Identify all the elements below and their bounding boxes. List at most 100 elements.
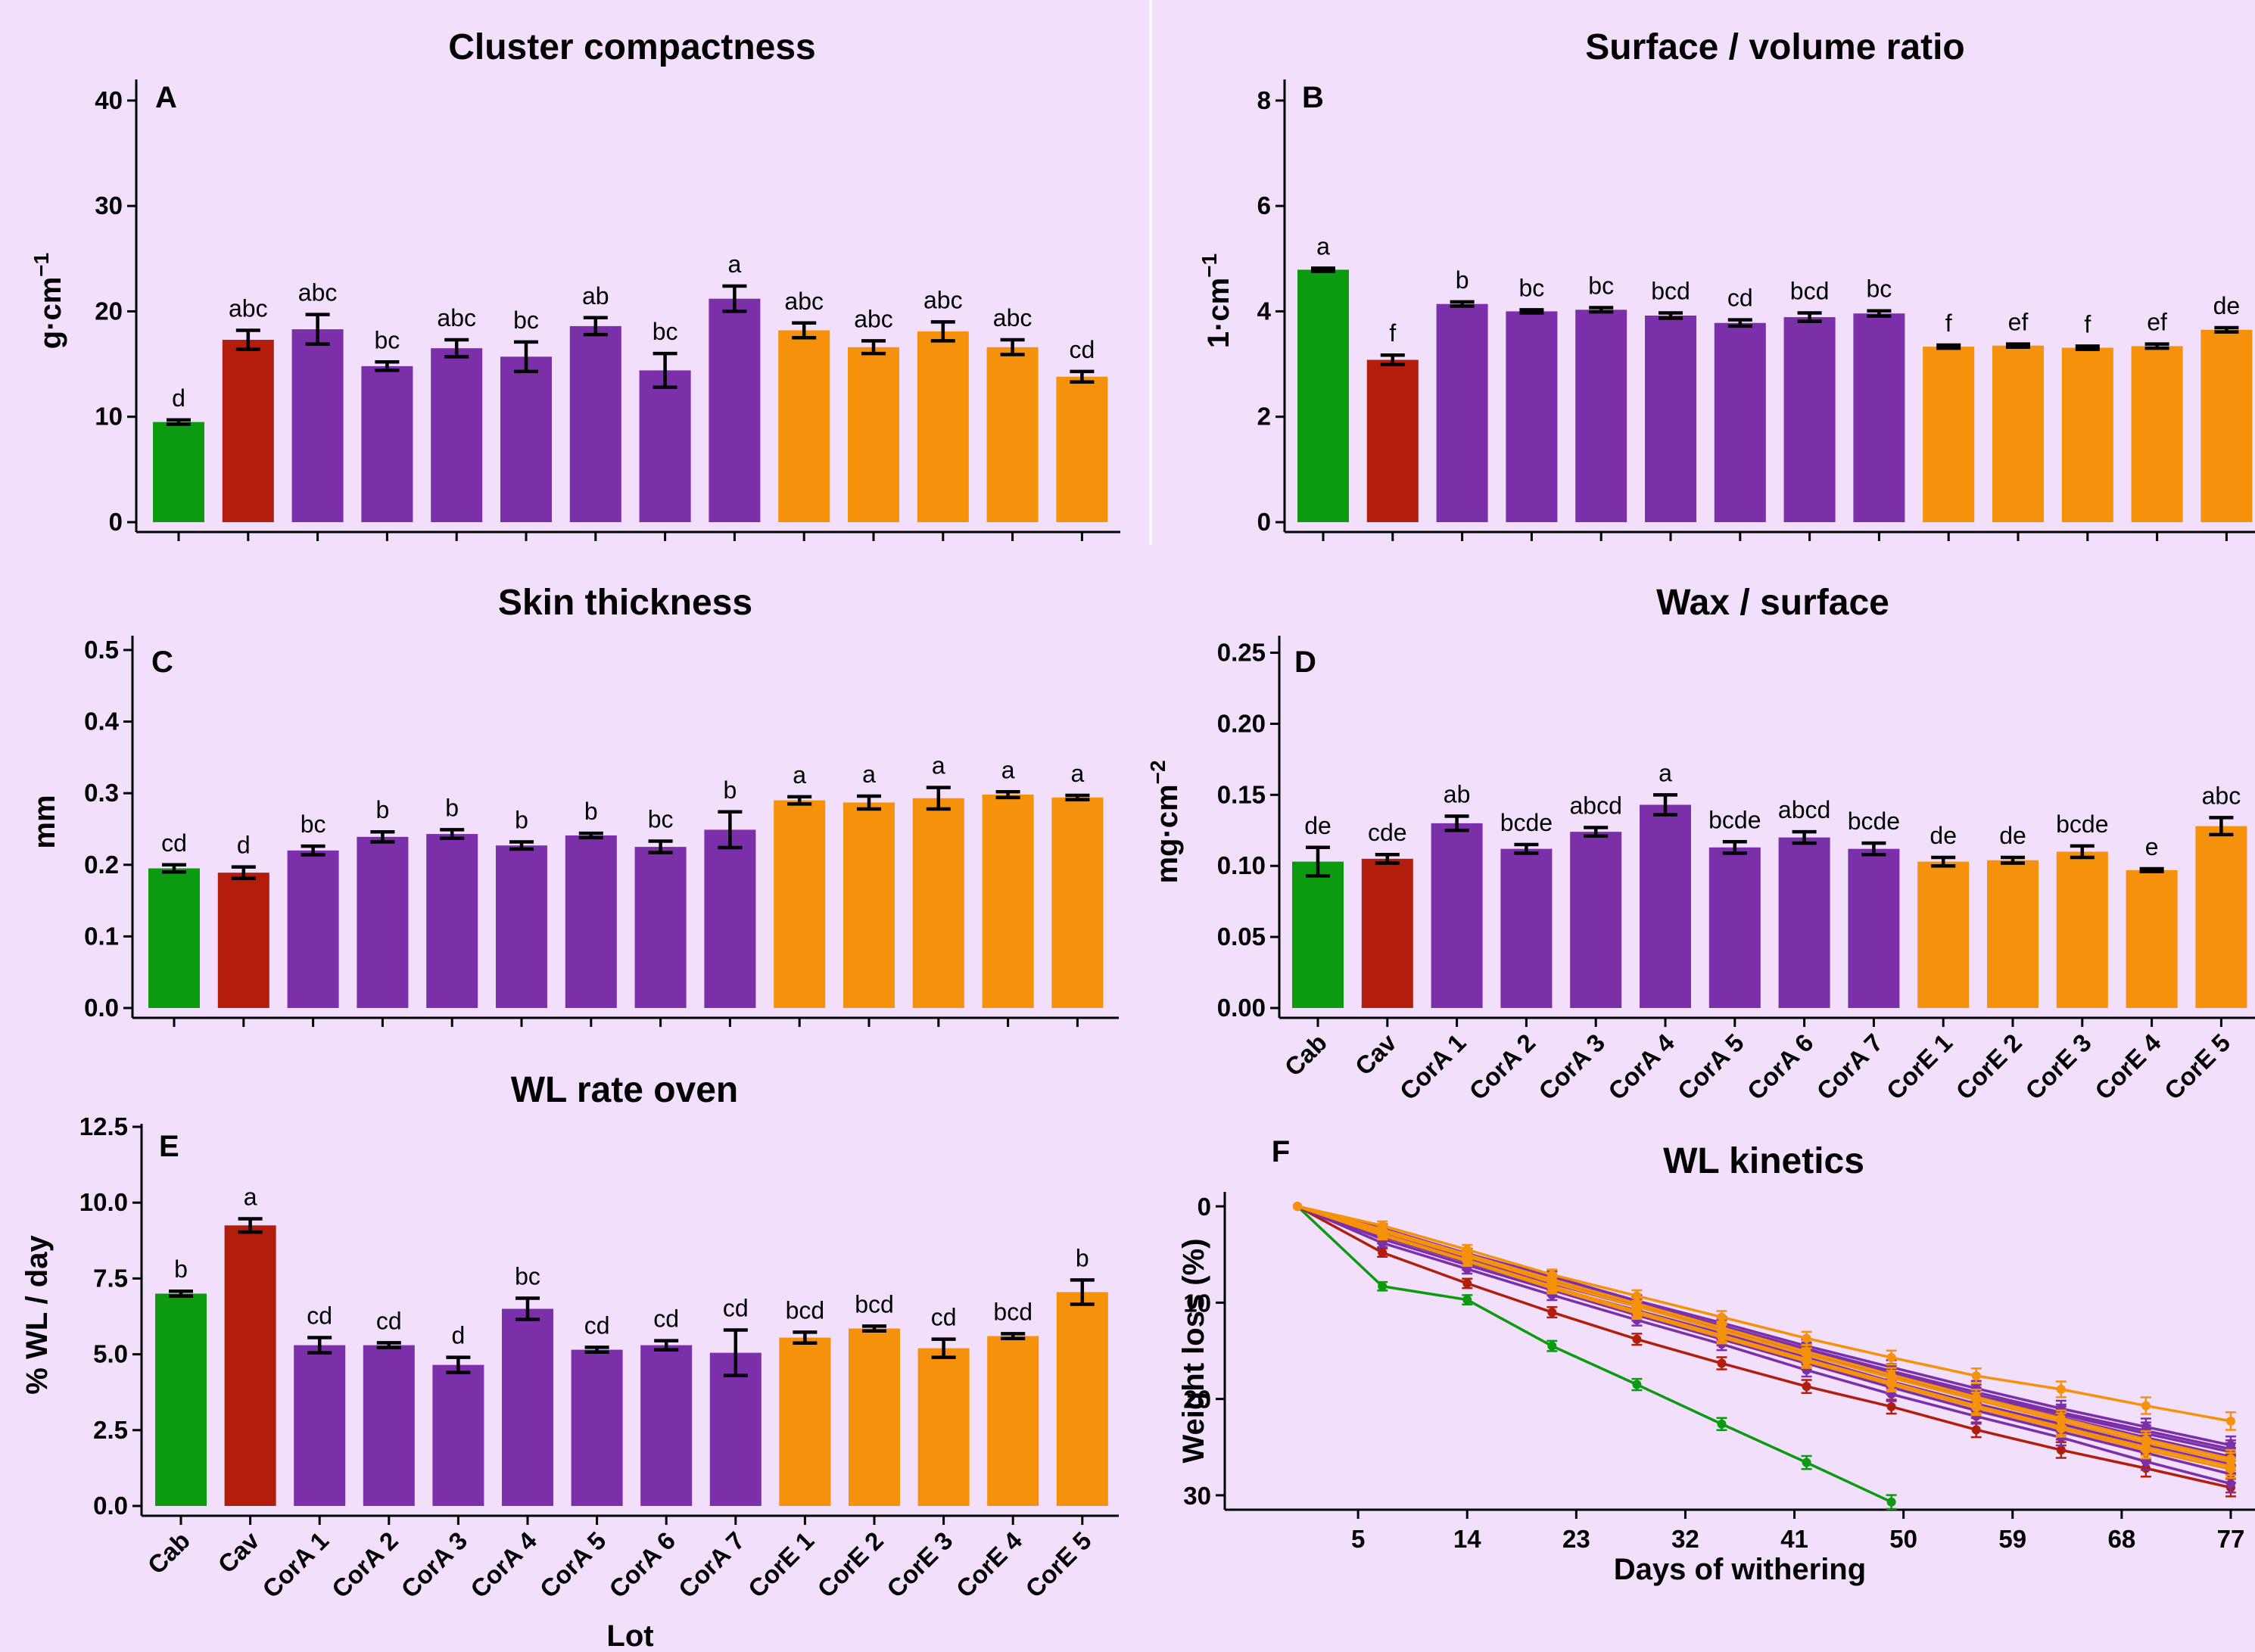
- error-bar-core: [2140, 1396, 2151, 1415]
- series-line-core: [1297, 1205, 2232, 1471]
- significance-letter-core-4: a: [1001, 756, 1015, 783]
- bar-core-3: [2056, 851, 2108, 1008]
- significance-letter-cora-5: bcde: [1708, 806, 1761, 833]
- error-bar-core: [1801, 1354, 1812, 1369]
- error-bar-core: [2055, 1420, 2067, 1438]
- error-bar-core: [1970, 1367, 1982, 1385]
- x-tick-label: 77: [2217, 1525, 2245, 1553]
- error-bar-core-3: [931, 1337, 956, 1359]
- significance-letter-cora-3: abcd: [1570, 792, 1622, 820]
- bar-core-4: [2131, 346, 2183, 522]
- significance-letter-cora-5: b: [584, 798, 598, 825]
- significance-letter-cora-1: cd: [307, 1302, 332, 1330]
- panel-c-skin-thickness: Skin thickness C 0.0 0.1 0.2 0.3 0.4 0.5 mm cd d bc…: [28, 583, 1119, 1027]
- significance-letter-cora-2: cd: [376, 1307, 402, 1334]
- error-bar-cab: [1886, 1494, 1897, 1510]
- significance-letter-cab: cd: [161, 829, 187, 857]
- significance-letter-cav: a: [244, 1183, 257, 1210]
- error-bar-cav: [1546, 1306, 1558, 1319]
- bar-cora-5: [1714, 322, 1766, 522]
- significance-letter-core-1: bcd: [786, 1296, 825, 1324]
- error-bar-core-1: [787, 795, 812, 806]
- y-axis-label: Weight loss (%): [1177, 1238, 1210, 1463]
- significance-letter-cora-7: cd: [723, 1295, 749, 1322]
- significance-letter-cora-7: bc: [1867, 275, 1892, 303]
- bar-cora-4: [1645, 316, 1696, 522]
- error-bar-core-4: [2139, 866, 2164, 873]
- error-bar-cav: [1377, 1247, 1388, 1258]
- y-axis-label-superscript: −2: [1146, 760, 1170, 784]
- significance-letter-core-5: de: [2213, 292, 2241, 319]
- significance-letter-core-4: bcd: [993, 1298, 1033, 1325]
- bar-core-1: [779, 1337, 831, 1506]
- panel-letter: D: [1294, 646, 1316, 679]
- error-bar-cora-4: [514, 340, 538, 374]
- error-bar-core-1: [1936, 343, 1961, 350]
- bar-core-1: [774, 800, 826, 1008]
- panel-f-wl-kinetics: WL kinetics F 0 10 20 30 5 14 23 32 41 50 59 68 77 Weig…: [1177, 1135, 2255, 1586]
- bar-cora-1: [291, 329, 344, 522]
- bar-cora-7: [1848, 848, 1900, 1008]
- bar-cora-5: [571, 1349, 623, 1506]
- significance-letter-cora-5: cd: [584, 1311, 610, 1339]
- significance-letter-cora-4: bc: [515, 1262, 540, 1290]
- panel-letter: C: [151, 646, 173, 679]
- significance-letter-core-1: a: [793, 761, 806, 789]
- bar-cora-7: [709, 298, 761, 522]
- y-tick-label: 0: [1257, 508, 1271, 536]
- significance-letter-cav: d: [237, 832, 251, 859]
- y-tick-label: 12.5: [79, 1112, 128, 1140]
- y-axis-label: % WL / day: [20, 1235, 54, 1395]
- bar-core-5: [1056, 376, 1108, 522]
- bar-cora-3: [1575, 310, 1627, 522]
- panel-b-surface-volume-ratio: Surface / volume ratio B 0 2 4 6 8 1·cm−1 a f b bc b…: [1198, 27, 2255, 541]
- error-bar-cora-7: [1867, 309, 1892, 318]
- bar-cora-4: [496, 845, 547, 1008]
- y-tick-label: 4: [1257, 297, 1272, 325]
- y-tick-label: 0.00: [1217, 994, 1266, 1022]
- error-bar-core: [2055, 1380, 2067, 1398]
- significance-letter-core-5: a: [1071, 760, 1085, 787]
- significance-letter-cora-3: d: [452, 1322, 466, 1349]
- significance-letter-cora-5: cd: [1727, 285, 1753, 312]
- significance-letter-core-5: abc: [2202, 782, 2241, 809]
- y-tick-label: 20: [1183, 1386, 1211, 1414]
- bar-cora-2: [357, 836, 409, 1008]
- significance-letter-cora-3: b: [445, 794, 459, 821]
- significance-letter-core-4: ef: [2147, 309, 2167, 336]
- error-bar-cab: [1311, 266, 1335, 273]
- error-bar-core-2: [862, 1324, 886, 1333]
- significance-letter-cora-4: bcd: [1651, 278, 1690, 305]
- significance-letter-core-3: bcde: [2056, 810, 2108, 838]
- error-bar-cora-7: [718, 810, 743, 850]
- y-tick-label: 0.05: [1217, 922, 1266, 950]
- y-axis-label-superscript: −1: [30, 253, 53, 277]
- error-bar-core: [2225, 1411, 2236, 1431]
- y-axis-label-main: 1·cm: [1202, 278, 1235, 348]
- x-tick-label: 5: [1351, 1525, 1365, 1553]
- error-bar-core-2: [2006, 342, 2030, 350]
- bar-core-2: [843, 802, 895, 1008]
- y-axis-label-superscript: −1: [1198, 254, 1221, 278]
- bar-cora-1: [287, 850, 339, 1008]
- bar-cora-6: [640, 1345, 693, 1506]
- y-tick-label: 0.10: [1217, 851, 1266, 879]
- error-bar-cora-3: [440, 828, 465, 841]
- y-tick-label: 0.1: [84, 922, 119, 950]
- bar-core-5: [1056, 1292, 1108, 1506]
- bar-core-3: [2061, 347, 2113, 522]
- bar-core-1: [1917, 861, 1970, 1008]
- y-axis-label: g·cm−1: [30, 253, 67, 350]
- significance-letter-cora-1: bc: [301, 810, 326, 838]
- bar-cab: [148, 868, 200, 1008]
- bar-cora-3: [432, 1364, 484, 1506]
- y-tick-label: 0.4: [84, 708, 120, 736]
- chart-title: Wax / surface: [1656, 583, 1889, 623]
- error-bar-core-2: [2001, 855, 2025, 865]
- bar-core-4: [986, 347, 1039, 522]
- y-tick-label: 0.0: [84, 994, 119, 1022]
- significance-letter-cora-3: abc: [437, 304, 476, 331]
- error-bar-cab: [167, 418, 191, 426]
- bar-core-3: [912, 798, 964, 1008]
